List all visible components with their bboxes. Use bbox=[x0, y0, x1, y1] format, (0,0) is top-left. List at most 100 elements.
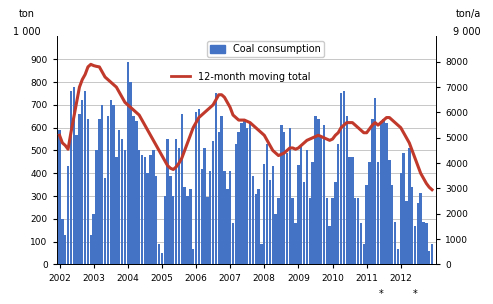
Bar bbox=[178, 148, 180, 264]
Bar bbox=[414, 226, 416, 264]
Bar bbox=[325, 199, 328, 264]
Bar bbox=[399, 173, 402, 264]
Bar bbox=[118, 130, 120, 264]
Bar bbox=[286, 153, 288, 264]
Bar bbox=[252, 176, 254, 264]
Bar bbox=[124, 150, 126, 264]
Bar bbox=[220, 116, 223, 264]
Bar bbox=[371, 119, 374, 264]
Bar bbox=[297, 165, 300, 264]
Bar bbox=[260, 244, 263, 264]
Bar bbox=[135, 121, 138, 264]
Text: ton: ton bbox=[19, 9, 35, 19]
Bar bbox=[121, 139, 123, 264]
Bar bbox=[428, 251, 430, 264]
Bar bbox=[186, 196, 189, 264]
Bar bbox=[95, 150, 98, 264]
Bar bbox=[192, 249, 194, 264]
Bar bbox=[249, 123, 251, 264]
Bar bbox=[317, 119, 319, 264]
Bar bbox=[212, 141, 214, 264]
Bar bbox=[254, 194, 257, 264]
Text: ton/a: ton/a bbox=[456, 9, 481, 19]
Bar bbox=[354, 199, 356, 264]
Bar bbox=[365, 185, 368, 264]
Bar bbox=[93, 214, 95, 264]
Bar bbox=[149, 155, 152, 264]
Bar bbox=[323, 126, 325, 264]
Bar bbox=[343, 91, 345, 264]
Bar bbox=[138, 150, 141, 264]
Bar bbox=[106, 116, 109, 264]
Bar bbox=[374, 98, 376, 264]
Bar bbox=[155, 176, 157, 264]
Bar bbox=[72, 87, 75, 264]
Bar bbox=[425, 223, 427, 264]
Bar bbox=[272, 167, 274, 264]
Bar bbox=[203, 148, 206, 264]
Bar bbox=[223, 171, 226, 264]
Text: 9 000: 9 000 bbox=[453, 27, 481, 37]
Legend: 12-month moving total: 12-month moving total bbox=[168, 69, 314, 85]
Bar bbox=[201, 169, 203, 264]
Bar bbox=[303, 182, 305, 264]
Bar bbox=[411, 187, 413, 264]
Bar bbox=[360, 223, 362, 264]
Bar bbox=[394, 222, 396, 264]
Bar bbox=[300, 146, 302, 264]
Bar bbox=[175, 139, 177, 264]
Bar bbox=[386, 123, 388, 264]
Bar bbox=[229, 171, 231, 264]
Bar bbox=[388, 160, 390, 264]
Bar bbox=[84, 91, 86, 264]
Bar bbox=[70, 91, 72, 264]
Bar bbox=[269, 180, 271, 264]
Bar bbox=[362, 244, 365, 264]
Bar bbox=[112, 105, 115, 264]
Bar bbox=[431, 244, 433, 264]
Bar bbox=[75, 135, 78, 264]
Bar bbox=[164, 196, 166, 264]
Bar bbox=[206, 197, 209, 264]
Bar bbox=[423, 222, 424, 264]
Bar bbox=[309, 199, 311, 264]
Bar bbox=[340, 94, 342, 264]
Bar bbox=[152, 150, 155, 264]
Bar bbox=[312, 162, 314, 264]
Bar bbox=[294, 223, 297, 264]
Bar bbox=[402, 153, 405, 264]
Bar bbox=[331, 199, 334, 264]
Bar bbox=[349, 157, 351, 264]
Bar bbox=[283, 132, 285, 264]
Bar bbox=[232, 223, 234, 264]
Bar bbox=[314, 116, 317, 264]
Bar bbox=[257, 189, 260, 264]
Bar bbox=[169, 176, 172, 264]
Bar bbox=[209, 171, 211, 264]
Bar bbox=[408, 148, 411, 264]
Bar bbox=[275, 214, 277, 264]
Bar bbox=[81, 100, 83, 264]
Bar bbox=[217, 132, 220, 264]
Bar bbox=[334, 182, 337, 264]
Bar bbox=[98, 119, 101, 264]
Bar bbox=[391, 185, 393, 264]
Bar bbox=[183, 187, 186, 264]
Bar bbox=[280, 126, 282, 264]
Bar bbox=[101, 105, 104, 264]
Bar bbox=[357, 199, 359, 264]
Bar bbox=[130, 82, 132, 264]
Bar bbox=[289, 128, 291, 264]
Bar bbox=[109, 100, 112, 264]
Bar bbox=[132, 116, 135, 264]
Bar bbox=[58, 130, 61, 264]
Bar bbox=[266, 144, 268, 264]
Bar bbox=[306, 150, 308, 264]
Bar bbox=[277, 199, 280, 264]
Bar bbox=[90, 235, 92, 264]
Bar bbox=[405, 201, 408, 264]
Bar bbox=[351, 157, 353, 264]
Bar bbox=[180, 114, 183, 264]
Bar bbox=[104, 178, 106, 264]
Bar bbox=[64, 235, 67, 264]
